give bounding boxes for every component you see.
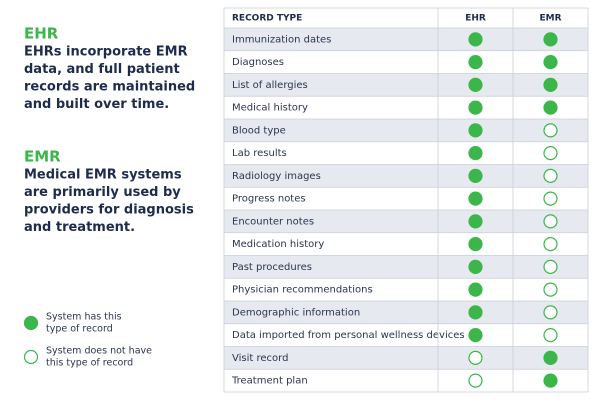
section-text: providers for diagnosis — [24, 203, 194, 218]
row-bg — [224, 164, 588, 188]
record-type: Past procedures — [232, 262, 312, 273]
record-type: Physician recommendations — [232, 285, 373, 296]
legend-text: System has this — [46, 312, 122, 323]
filled-dot — [468, 32, 483, 47]
filled-dot — [543, 77, 558, 92]
record-type: Immunization dates — [232, 34, 331, 45]
row-bg — [224, 119, 588, 142]
row-bg — [224, 255, 588, 279]
legend-text: type of record — [46, 324, 113, 335]
filled-dot — [468, 282, 483, 297]
column-header: RECORD TYPE — [232, 14, 302, 24]
row-bg — [224, 346, 588, 370]
empty-dot — [23, 349, 39, 365]
column-header: EHR — [465, 14, 486, 24]
row-bg — [224, 210, 588, 233]
filled-dot — [468, 168, 483, 183]
empty-dot — [543, 305, 558, 320]
row-bg — [224, 369, 588, 392]
row-bg — [224, 301, 588, 324]
record-type: Lab results — [232, 148, 287, 159]
section-text: are primarily used by — [24, 185, 181, 200]
record-type: Treatment plan — [231, 376, 308, 387]
empty-dot — [468, 350, 483, 365]
record-type: Medication history — [232, 239, 324, 250]
empty-dot — [543, 259, 558, 274]
filled-dot — [468, 100, 483, 115]
record-type: Medical history — [232, 103, 308, 114]
empty-dot — [543, 191, 558, 206]
empty-dot — [543, 214, 558, 229]
row-bg — [224, 141, 588, 165]
record-type: Encounter notes — [232, 216, 314, 227]
filled-dot — [468, 259, 483, 274]
record-type: Blood type — [232, 125, 286, 136]
filled-dot — [543, 373, 558, 388]
section-heading: EMR — [24, 148, 61, 166]
section-text: data, and full patient — [24, 62, 180, 77]
filled-dot — [468, 237, 483, 252]
empty-dot — [543, 237, 558, 252]
row-bg — [224, 323, 588, 347]
row-bg — [224, 278, 588, 301]
record-type: Visit record — [232, 353, 288, 364]
filled-dot — [23, 315, 39, 331]
section-text: Medical EMR systems — [24, 168, 182, 183]
filled-dot — [468, 214, 483, 229]
empty-dot — [543, 282, 558, 297]
filled-dot — [543, 350, 558, 365]
filled-dot — [468, 146, 483, 161]
record-type: Progress notes — [232, 194, 306, 205]
section-text: EHRs incorporate EMR — [24, 45, 188, 60]
row-bg — [224, 96, 588, 119]
row-bg — [224, 50, 588, 74]
filled-dot — [468, 77, 483, 92]
filled-dot — [543, 32, 558, 47]
section-text: and built over time. — [24, 97, 169, 112]
row-bg — [224, 73, 588, 97]
filled-dot — [468, 305, 483, 320]
record-type: List of allergies — [232, 80, 308, 91]
empty-dot — [543, 328, 558, 343]
section-heading: EHR — [24, 25, 59, 43]
column-header: EMR — [539, 14, 561, 24]
legend-text: System does not have — [46, 346, 152, 357]
filled-dot — [543, 55, 558, 70]
section-text: records are maintained — [24, 80, 195, 95]
row-bg — [224, 28, 588, 51]
row-bg — [224, 187, 588, 210]
record-type: Data imported from personal wellness dev… — [232, 330, 465, 341]
filled-dot — [468, 328, 483, 343]
legend-text: this type of record — [46, 358, 133, 369]
filled-dot — [543, 100, 558, 115]
filled-dot — [468, 123, 483, 138]
empty-dot — [543, 146, 558, 161]
filled-dot — [468, 191, 483, 206]
empty-dot — [468, 373, 483, 388]
section-text: and treatment. — [24, 220, 135, 235]
empty-dot — [543, 168, 558, 183]
filled-dot — [468, 55, 483, 70]
record-type: Diagnoses — [232, 57, 284, 68]
empty-dot — [543, 123, 558, 138]
record-type: Demographic information — [232, 307, 360, 318]
row-bg — [224, 232, 588, 256]
record-type: Radiology images — [232, 171, 321, 182]
